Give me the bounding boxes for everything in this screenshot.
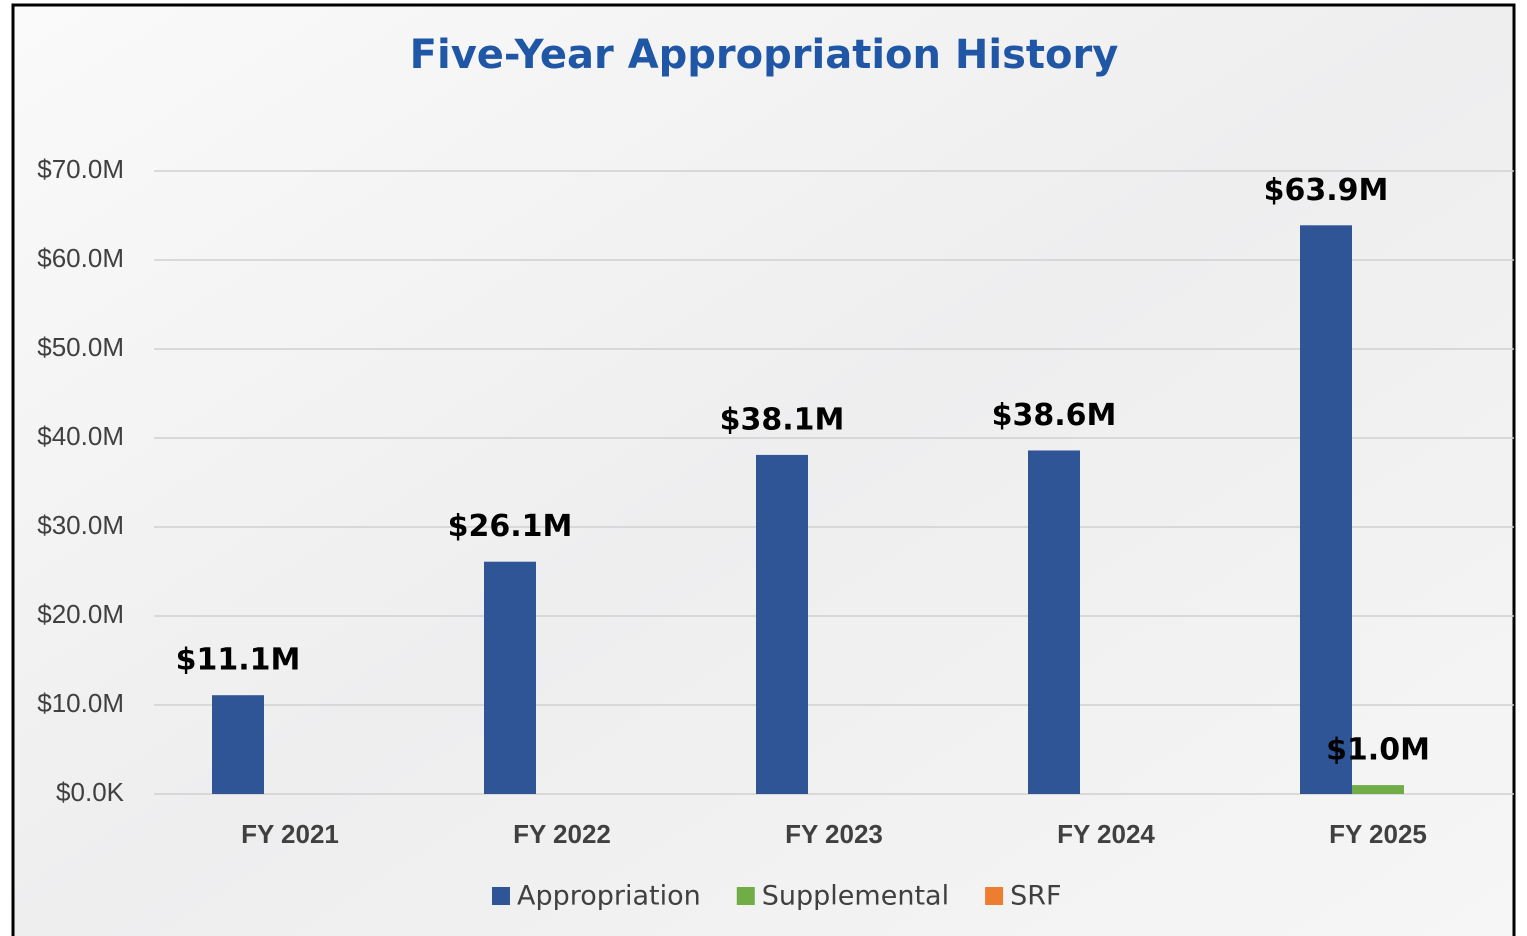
x-tick-label: FY 2021 <box>241 819 339 849</box>
value-label: $38.6M <box>992 398 1117 433</box>
y-tick-label: $50.0M <box>37 332 124 362</box>
legend-label: Appropriation <box>517 881 701 912</box>
legend-swatch <box>985 887 1004 905</box>
bar <box>1352 785 1404 794</box>
x-tick-label: FY 2024 <box>1057 819 1155 849</box>
x-tick-label: FY 2023 <box>785 819 883 849</box>
x-tick-label: FY 2025 <box>1329 819 1427 849</box>
bar <box>1028 450 1080 794</box>
x-tick-label: FY 2022 <box>513 819 611 849</box>
value-label: $26.1M <box>448 509 573 544</box>
bar <box>1300 225 1352 795</box>
y-tick-label: $0.0K <box>56 777 125 807</box>
value-label: $38.1M <box>720 402 845 437</box>
value-label: $11.1M <box>176 643 301 678</box>
legend-label: Supplemental <box>762 881 949 912</box>
legend-swatch <box>736 887 755 905</box>
y-tick-label: $40.0M <box>37 421 124 451</box>
legend-swatch <box>492 887 510 905</box>
legend-label: SRF <box>1010 881 1061 912</box>
y-tick-label: $70.0M <box>37 154 124 184</box>
y-tick-label: $60.0M <box>37 243 124 273</box>
y-tick-label: $30.0M <box>37 510 124 540</box>
bar <box>756 454 808 794</box>
y-tick-label: $20.0M <box>37 599 124 629</box>
y-tick-label: $10.0M <box>37 688 124 718</box>
bar <box>212 695 264 794</box>
bar <box>484 561 536 794</box>
value-label: $1.0M <box>1326 733 1430 768</box>
value-label: $63.9M <box>1264 173 1389 208</box>
chart-title: Five-Year Appropriation History <box>410 32 1119 78</box>
